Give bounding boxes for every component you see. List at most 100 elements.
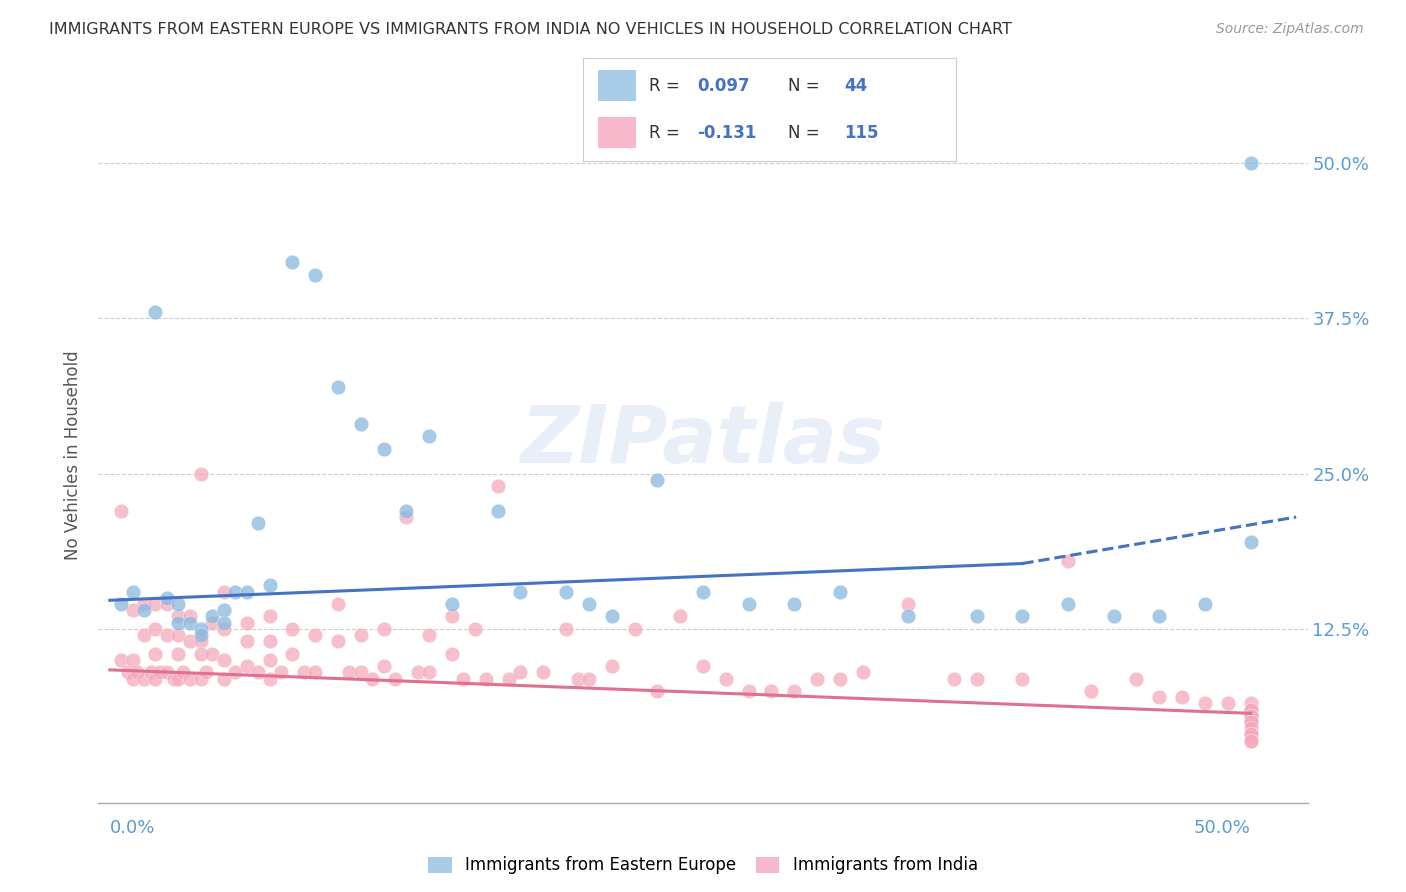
Point — [1239, 703, 1261, 717]
Point — [190, 672, 212, 686]
Point — [1149, 690, 1171, 705]
Point — [281, 255, 304, 269]
Point — [292, 665, 315, 680]
Legend: Immigrants from Eastern Europe, Immigrants from India: Immigrants from Eastern Europe, Immigran… — [429, 856, 977, 874]
Text: 44: 44 — [844, 77, 868, 95]
Point — [179, 609, 201, 624]
Point — [1216, 697, 1239, 711]
Point — [1239, 156, 1261, 170]
Point — [783, 684, 806, 698]
Point — [897, 597, 920, 611]
Point — [110, 504, 132, 518]
Point — [600, 659, 623, 673]
Point — [498, 672, 520, 686]
Point — [1239, 727, 1261, 741]
Point — [692, 659, 714, 673]
Point — [194, 665, 217, 680]
Point — [179, 634, 201, 648]
Point — [1239, 721, 1261, 735]
Text: 0.0%: 0.0% — [110, 819, 155, 837]
Point — [121, 603, 143, 617]
Point — [737, 597, 759, 611]
Point — [966, 672, 988, 686]
Point — [418, 429, 440, 443]
Text: 0.097: 0.097 — [697, 77, 749, 95]
Point — [167, 647, 190, 661]
Point — [326, 379, 349, 393]
Text: 50.0%: 50.0% — [1194, 819, 1250, 837]
Text: 115: 115 — [844, 124, 879, 142]
Point — [1102, 609, 1125, 624]
Point — [201, 615, 224, 630]
Point — [1239, 733, 1261, 747]
Point — [212, 615, 235, 630]
Point — [235, 634, 257, 648]
Y-axis label: No Vehicles in Household: No Vehicles in Household — [65, 350, 83, 560]
Text: R =: R = — [648, 77, 685, 95]
Point — [806, 672, 828, 686]
Point — [783, 597, 806, 611]
Point — [127, 665, 149, 680]
Point — [304, 665, 326, 680]
Point — [145, 305, 167, 319]
Point — [486, 504, 509, 518]
Point — [1149, 609, 1171, 624]
Point — [1125, 672, 1147, 686]
Point — [942, 672, 965, 686]
Text: IMMIGRANTS FROM EASTERN EUROPE VS IMMIGRANTS FROM INDIA NO VEHICLES IN HOUSEHOLD: IMMIGRANTS FROM EASTERN EUROPE VS IMMIGR… — [49, 22, 1012, 37]
Point — [1057, 553, 1080, 567]
Point — [121, 653, 143, 667]
Point — [475, 672, 498, 686]
Text: Source: ZipAtlas.com: Source: ZipAtlas.com — [1216, 22, 1364, 37]
Point — [121, 672, 143, 686]
Point — [167, 628, 190, 642]
Point — [1239, 708, 1261, 723]
Point — [737, 684, 759, 698]
Point — [110, 653, 132, 667]
Point — [167, 672, 190, 686]
Point — [270, 665, 292, 680]
Point — [418, 628, 440, 642]
Point — [1194, 697, 1216, 711]
Point — [623, 622, 645, 636]
Point — [1171, 690, 1194, 705]
Point — [132, 672, 155, 686]
Point — [1239, 703, 1261, 717]
Point — [132, 628, 155, 642]
Point — [259, 672, 281, 686]
Point — [190, 628, 212, 642]
Point — [145, 622, 167, 636]
Point — [531, 665, 554, 680]
Point — [224, 665, 246, 680]
Point — [212, 622, 235, 636]
Point — [350, 665, 373, 680]
FancyBboxPatch shape — [599, 118, 636, 148]
Point — [212, 603, 235, 617]
Point — [145, 597, 167, 611]
Point — [121, 584, 143, 599]
Point — [361, 672, 384, 686]
Point — [966, 609, 988, 624]
Point — [350, 417, 373, 431]
FancyBboxPatch shape — [599, 70, 636, 101]
Point — [418, 665, 440, 680]
Point — [1239, 714, 1261, 729]
Point — [395, 510, 418, 524]
Point — [897, 609, 920, 624]
Point — [828, 584, 851, 599]
Point — [145, 672, 167, 686]
Point — [212, 584, 235, 599]
Point — [600, 609, 623, 624]
Point — [669, 609, 692, 624]
Point — [326, 634, 349, 648]
Point — [1239, 708, 1261, 723]
Point — [647, 684, 669, 698]
Point — [201, 609, 224, 624]
Point — [406, 665, 429, 680]
Point — [384, 672, 406, 686]
Point — [578, 672, 600, 686]
Point — [259, 653, 281, 667]
Point — [1011, 672, 1033, 686]
Point — [555, 584, 578, 599]
Point — [156, 665, 179, 680]
